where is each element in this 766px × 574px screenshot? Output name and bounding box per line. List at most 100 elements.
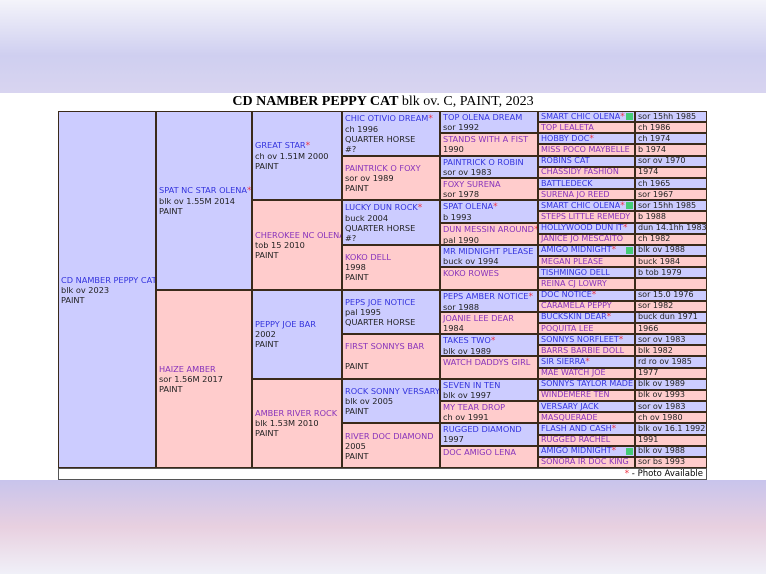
- horse-detail: rd ro ov 1985: [638, 357, 692, 367]
- pedigree-cell-detail: sor ov 1983: [635, 401, 707, 413]
- horse-name-link[interactable]: CARAMELA PEPPY: [541, 301, 612, 311]
- photo-star-icon[interactable]: *: [611, 245, 617, 256]
- photo-available-marker[interactable]: [626, 447, 633, 455]
- horse-name-link[interactable]: CHASSIDY FASHION: [541, 167, 619, 177]
- horse-name-link[interactable]: CHIC OTIVIO DREAM: [345, 112, 429, 123]
- horse-detail: sor 1988: [443, 301, 480, 312]
- horse-name-link[interactable]: SPAT OLENA: [443, 201, 494, 212]
- photo-star-icon[interactable]: *: [620, 111, 625, 122]
- horse-name-link[interactable]: JANICE JO MESCAITO: [541, 234, 624, 244]
- horse-name-link[interactable]: MAE WATCH JOE: [541, 368, 606, 378]
- horse-name-link[interactable]: PEPPY JOE BAR: [255, 319, 316, 330]
- name-line: PEPS AMBER NOTICE*: [443, 291, 535, 302]
- horse-name-link[interactable]: PEPS AMBER NOTICE: [443, 290, 529, 301]
- horse-name-link[interactable]: LUCKY DUN ROCK: [345, 202, 418, 213]
- photo-star-icon[interactable]: *: [611, 446, 617, 457]
- horse-name-link[interactable]: STANDS WITH A FIST: [443, 134, 529, 145]
- horse-name-link[interactable]: HAIZE AMBER: [159, 363, 216, 374]
- horse-name-link[interactable]: WATCH DADDYS GIRL: [443, 357, 531, 368]
- pedigree-cell: ROCK SONNY VERSARY blk ov 2005 PAINT: [342, 378, 440, 424]
- horse-name-link[interactable]: FOXY SURENA: [443, 178, 501, 189]
- horse-name-link[interactable]: RUGGED DIAMOND: [443, 424, 522, 435]
- horse-name-link[interactable]: JOANIE LEE DEAR: [443, 312, 514, 323]
- horse-name-link[interactable]: VERSARY JACK: [541, 401, 599, 411]
- horse-name-link[interactable]: SONNYS NORFLEET: [541, 334, 619, 344]
- photo-star-icon[interactable]: *: [534, 225, 537, 235]
- photo-star-icon[interactable]: *: [606, 312, 612, 323]
- horse-detail: sor 1982: [638, 301, 674, 311]
- horse-detail: sor ov 1989: [345, 172, 394, 183]
- horse-name-link[interactable]: AMIGO MIDNIGHT: [541, 245, 612, 255]
- photo-available-marker[interactable]: [626, 202, 633, 210]
- photo-star-icon[interactable]: *: [585, 357, 590, 368]
- horse-name-link[interactable]: SONNYS TAYLOR MADE: [541, 379, 634, 389]
- photo-available-marker[interactable]: [626, 246, 633, 255]
- horse-name-link[interactable]: SMART CHIC OLENA: [541, 111, 621, 121]
- horse-detail: 2005: [345, 440, 366, 451]
- name-line: POQUITA LEE: [541, 323, 632, 333]
- photo-star-icon[interactable]: *: [305, 141, 311, 152]
- photo-star-icon[interactable]: *: [417, 203, 423, 214]
- horse-name-link[interactable]: SURENA JO REED: [541, 189, 610, 199]
- horse-name-link[interactable]: RIVER DOC DIAMOND: [345, 430, 434, 441]
- horse-name-link[interactable]: HOBBY DOC: [541, 133, 590, 143]
- photo-star-icon[interactable]: *: [623, 223, 628, 234]
- horse-detail: ch 1982: [638, 234, 671, 244]
- photo-star-icon[interactable]: *: [528, 291, 533, 302]
- horse-name-link[interactable]: MEGAN PLEASE: [541, 256, 604, 266]
- horse-name-link[interactable]: SIR SIERRA: [541, 357, 586, 367]
- horse-name-link[interactable]: FIRST SONNYS BAR: [345, 341, 425, 352]
- horse-name-link[interactable]: FLASH AND CASH: [541, 423, 612, 433]
- horse-name-link[interactable]: SONORA IR DOC KING: [541, 457, 629, 467]
- horse-name-link[interactable]: KOKO ROWES: [443, 268, 499, 279]
- photo-star-icon[interactable]: *: [611, 423, 617, 434]
- photo-star-icon[interactable]: *: [618, 334, 624, 345]
- horse-name-link[interactable]: REINA CJ LOWRY: [541, 278, 607, 288]
- horse-name-link[interactable]: BATTLEDECK: [541, 178, 593, 188]
- horse-name-link[interactable]: MY TEAR DROP: [443, 402, 506, 413]
- horse-name-link[interactable]: PEPS JOE NOTICE: [345, 296, 416, 307]
- horse-name-link[interactable]: MR MIDNIGHT PLEASE: [443, 245, 534, 256]
- horse-name-link[interactable]: POQUITA LEE: [541, 323, 594, 333]
- photo-star-icon[interactable]: *: [490, 336, 496, 347]
- horse-name-link[interactable]: TAKES TWO: [443, 335, 491, 346]
- horse-name-link[interactable]: AMIGO MIDNIGHT: [541, 446, 612, 456]
- horse-name-link[interactable]: TOP LEALETA: [541, 122, 594, 132]
- horse-name-link[interactable]: RUGGED RACHEL: [541, 435, 611, 445]
- horse-name-link[interactable]: HOLLYWOOD DUN IT: [541, 223, 624, 233]
- horse-name-link[interactable]: TISHMINGO DELL: [541, 267, 610, 277]
- photo-available-marker[interactable]: [626, 113, 633, 121]
- horse-name-link[interactable]: WINDEMERE TEN: [541, 390, 610, 400]
- horse-name-link[interactable]: PAINTRICK O ROBIN: [443, 156, 524, 167]
- horse-name-link[interactable]: CHEROKEE NC OLENA: [255, 229, 342, 240]
- photo-star-icon[interactable]: *: [493, 202, 498, 213]
- horse-name-link[interactable]: DOC NOTICE: [541, 290, 592, 300]
- photo-star-icon[interactable]: *: [620, 200, 625, 211]
- name-line: SPAT NC STAR OLENA*: [159, 184, 252, 196]
- horse-name-link[interactable]: ROCK SONNY VERSARY: [345, 386, 440, 397]
- name-line: PEPS JOE NOTICE: [345, 297, 437, 307]
- horse-name-link[interactable]: MASQUERADE: [541, 412, 598, 422]
- horse-name-link[interactable]: MISS POCO MAYBELLE: [541, 145, 630, 155]
- pedigree-cell-name: SMART CHIC OLENA*: [538, 111, 635, 123]
- horse-name-link[interactable]: STEPS LITTLE REMEDY: [541, 211, 631, 221]
- photo-star-icon[interactable]: *: [589, 133, 594, 144]
- horse-name-link[interactable]: BUCKSKIN DEAR: [541, 312, 607, 322]
- horse-name-link[interactable]: SMART CHIC OLENA: [541, 200, 621, 210]
- horse-name-link[interactable]: BARRS BARBIE DOLL: [541, 345, 625, 355]
- photo-star-icon[interactable]: *: [591, 290, 597, 301]
- horse-name-link[interactable]: CD NAMBER PEPPY CAT: [61, 274, 156, 285]
- horse-name-link[interactable]: TOP OLENA DREAM: [443, 112, 523, 122]
- horse-name-link[interactable]: GREAT STAR: [255, 140, 306, 151]
- horse-name-link[interactable]: ROBINS CAT: [541, 156, 590, 166]
- horse-name-link[interactable]: DUN MESSIN AROUND: [443, 223, 534, 234]
- horse-name-link[interactable]: DOC AMIGO LENA: [443, 446, 516, 457]
- pedigree-cell-detail: ch 1986: [635, 122, 707, 134]
- horse-name-link[interactable]: SPAT NC STAR OLENA: [159, 184, 247, 195]
- photo-star-icon[interactable]: *: [246, 185, 252, 196]
- horse-name-link[interactable]: PAINTRICK O FOXY: [345, 162, 421, 173]
- horse-name-link[interactable]: SEVEN IN TEN: [443, 379, 501, 390]
- horse-name-link[interactable]: KOKO DELL: [345, 252, 391, 263]
- photo-star-icon[interactable]: *: [428, 113, 433, 124]
- horse-name-link[interactable]: AMBER RIVER ROCK: [255, 408, 338, 419]
